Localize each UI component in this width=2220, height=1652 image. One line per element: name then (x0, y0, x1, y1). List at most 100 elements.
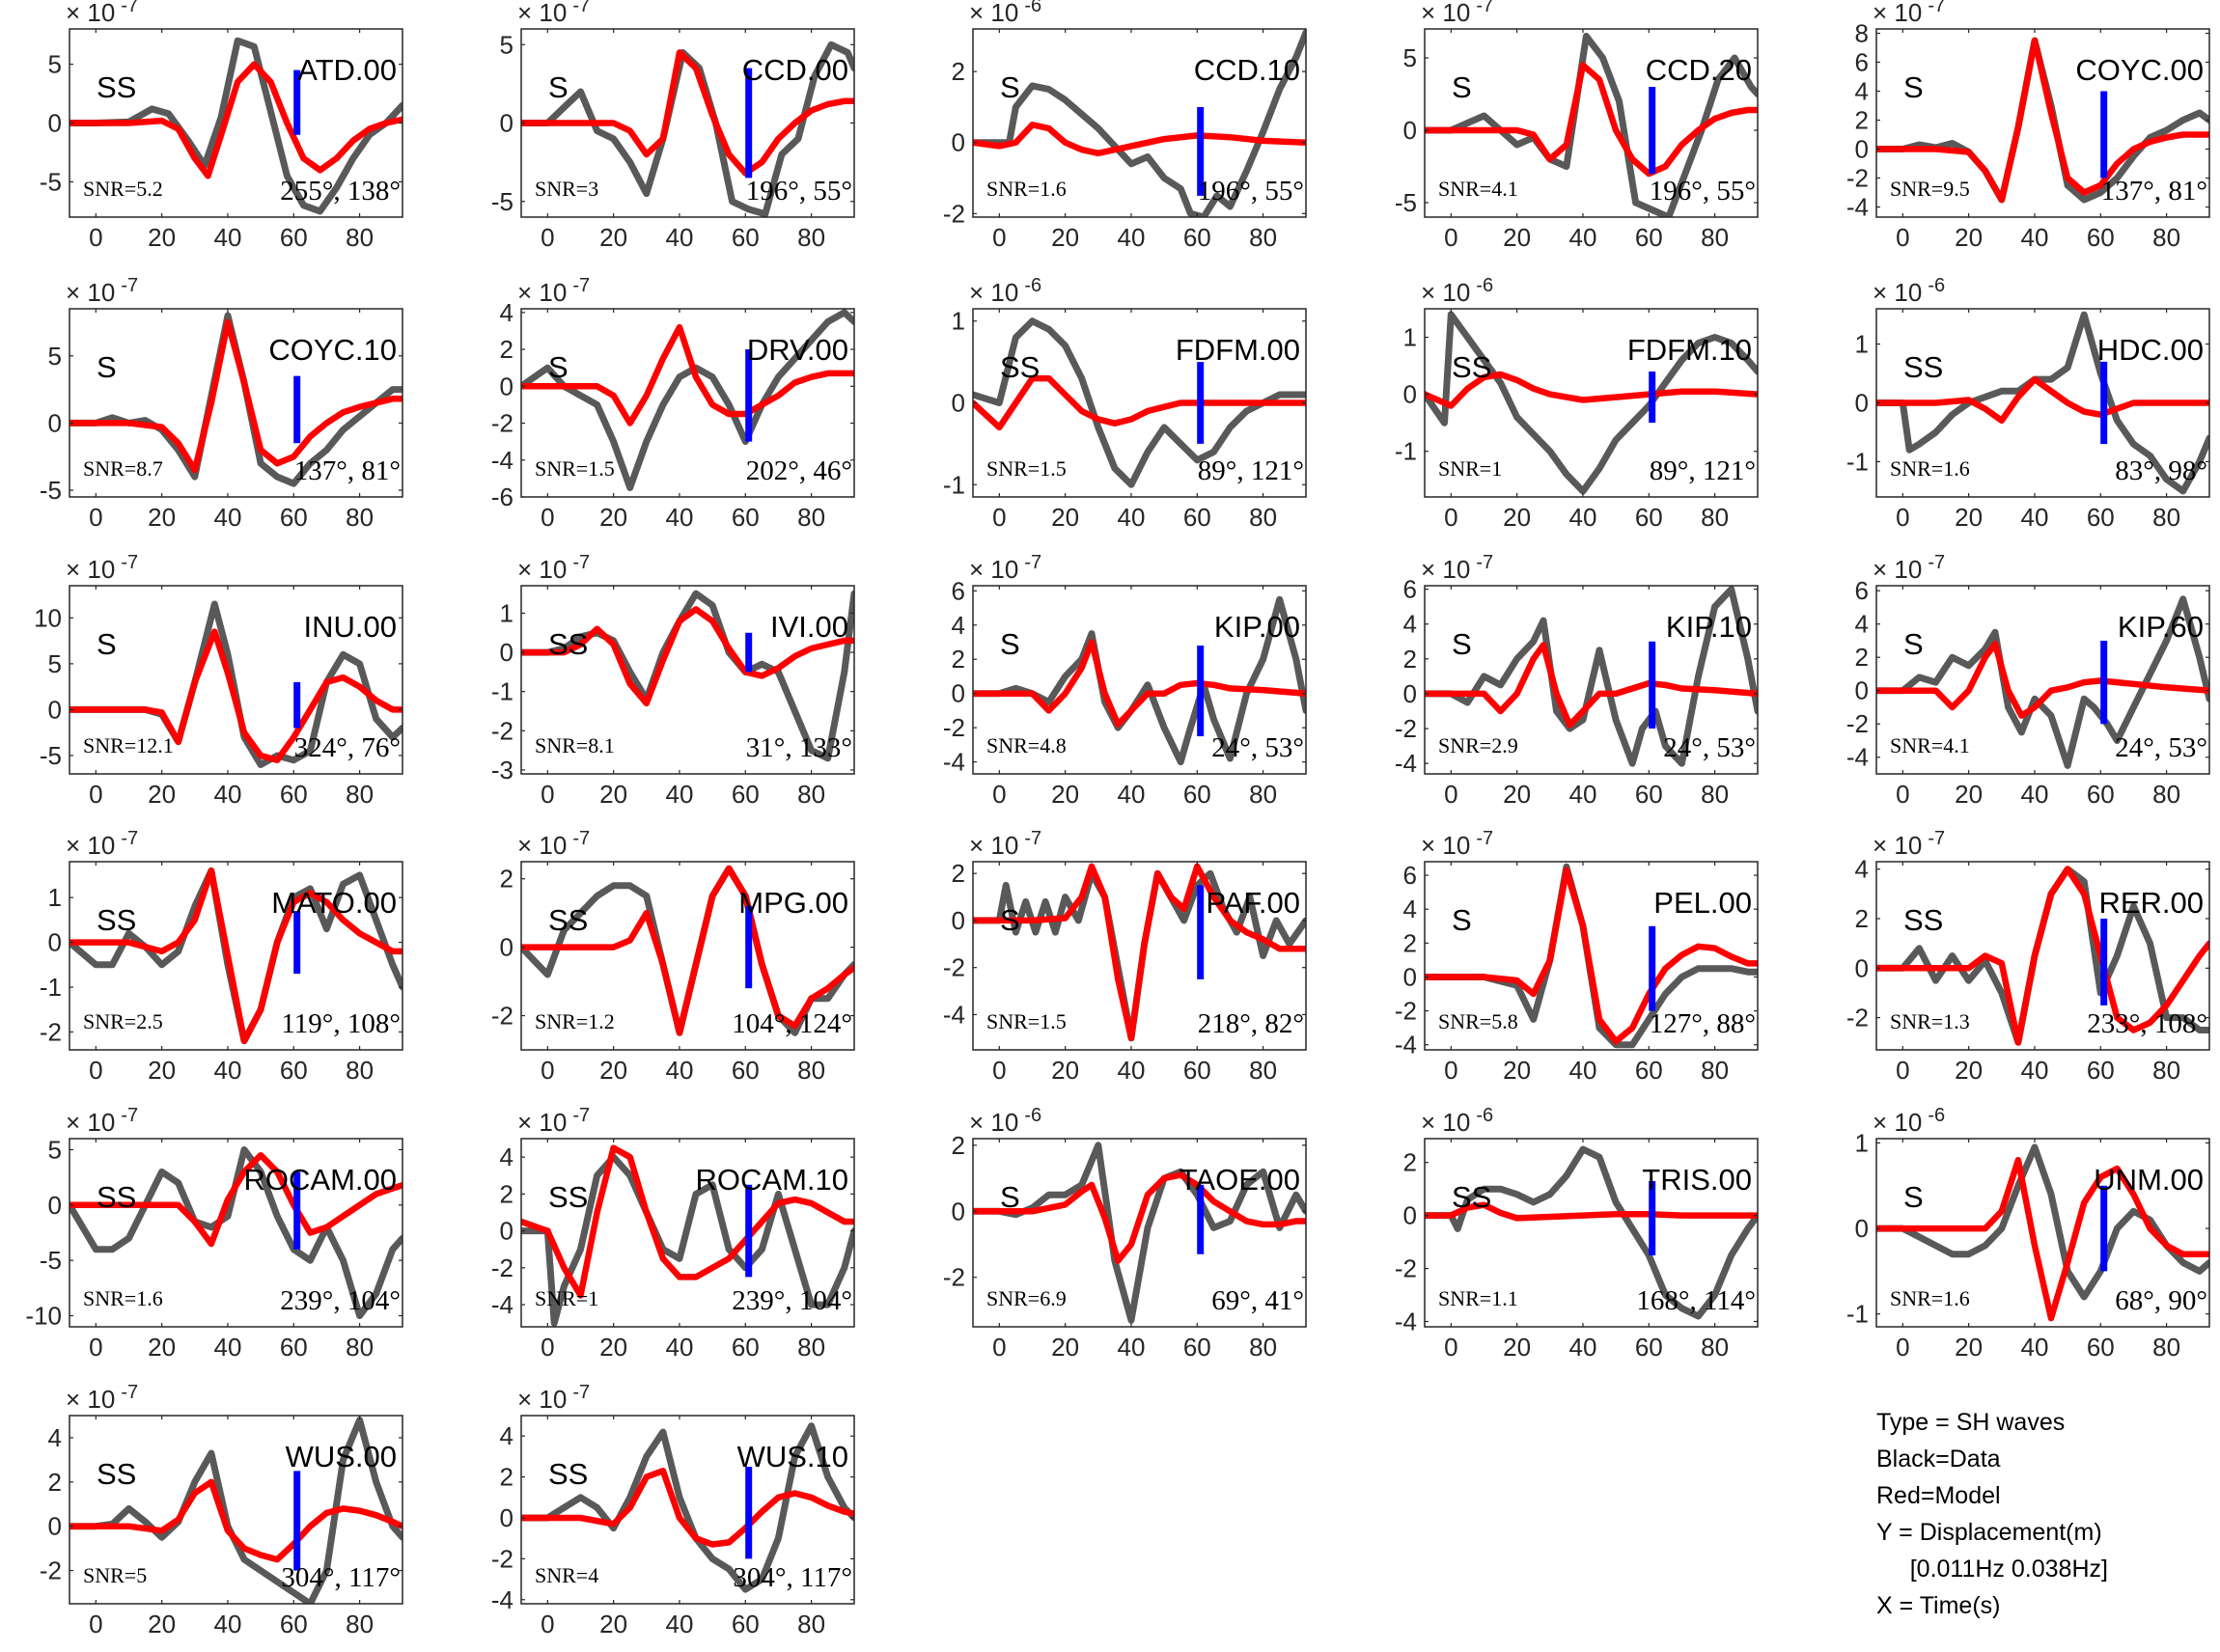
snr-label: SNR=2.9 (1438, 733, 1518, 757)
y-tick-label: -2 (491, 1002, 513, 1031)
y-tick-label: 8 (1855, 19, 1869, 48)
wave-type-label: S (1000, 903, 1020, 937)
snr-label: SNR=8.7 (83, 456, 163, 481)
x-tick-label: 80 (1701, 503, 1729, 532)
x-tick-label: 20 (1503, 223, 1531, 252)
y-tick-label: -4 (491, 1585, 513, 1614)
y-tick-label: -4 (1846, 743, 1869, 772)
x-tick-label: 0 (1896, 1333, 1909, 1362)
azimuth-angle-label: 68°, 90° (2115, 1285, 2207, 1316)
x-tick-label: 20 (1051, 780, 1079, 809)
y-tick-label: 5 (500, 30, 513, 59)
wave-type-label: SS (548, 1457, 588, 1491)
y-tick-label: -2 (943, 1263, 965, 1292)
x-tick-label: 40 (1568, 223, 1596, 252)
model-trace (69, 867, 402, 1044)
y-tick-label: 0 (1403, 380, 1417, 409)
y-tick-label: 0 (1855, 135, 1869, 164)
snr-label: SNR=1.6 (1890, 1286, 1970, 1310)
station-label: CCD.20 (1646, 53, 1752, 87)
x-tick-label: 60 (2087, 1333, 2115, 1362)
x-tick-label: 20 (148, 503, 176, 532)
x-tick-label: 80 (2152, 503, 2180, 532)
x-tick-label: 60 (1183, 1056, 1211, 1085)
y-multiplier: × 10 -6 (969, 0, 1041, 27)
y-tick-label: 6 (1403, 861, 1417, 890)
axes-box (1875, 1138, 2210, 1328)
axes-box (1424, 28, 1759, 218)
x-tick-label: 60 (2087, 223, 2115, 252)
y-tick-label: -2 (1846, 709, 1869, 738)
x-tick-label: 80 (346, 780, 374, 809)
y-tick-label: 1 (500, 598, 513, 627)
y-tick-label: -2 (491, 1544, 513, 1573)
y-tick-label: 1 (1403, 323, 1417, 352)
x-tick-label: 40 (2020, 223, 2048, 252)
azimuth-angle-label: 89°, 121° (1198, 455, 1304, 486)
axes-box (69, 308, 403, 498)
y-tick-label: 2 (500, 1463, 513, 1492)
y-tick-label: -4 (1395, 1031, 1417, 1060)
y-tick-label: 4 (500, 298, 513, 327)
x-tick-label: 0 (1896, 503, 1909, 532)
legend-frequency-band: [0.011Hz 0.038Hz] (1876, 1556, 2108, 1583)
axes-box (972, 1138, 1307, 1328)
y-tick-label: 0 (500, 1503, 513, 1532)
y-tick-label: -4 (1846, 193, 1869, 222)
x-tick-label: 60 (280, 1056, 308, 1085)
azimuth-angle-label: 83°, 98° (2115, 455, 2207, 486)
station-label: CCD.00 (742, 53, 848, 87)
azimuth-angle-label: 239°, 104° (732, 1285, 852, 1316)
model-trace (1425, 1201, 1758, 1222)
x-tick-label: 40 (665, 1056, 693, 1085)
y-tick-label: 5 (48, 342, 62, 371)
y-tick-label: 2 (1403, 1148, 1417, 1177)
model-trace (69, 318, 402, 474)
wave-type-label: SS (97, 1457, 136, 1491)
y-tick-label: -1 (491, 677, 513, 706)
x-tick-label: 60 (2087, 1056, 2115, 1085)
y-tick-label: 2 (952, 645, 965, 674)
snr-label: SNR=1.6 (986, 177, 1067, 201)
model-trace (1425, 371, 1758, 409)
azimuth-angle-label: 255°, 138° (280, 176, 401, 206)
y-tick-label: -5 (1395, 188, 1417, 217)
x-tick-label: 80 (797, 1610, 825, 1638)
y-tick-label: 0 (1855, 676, 1869, 705)
snr-label: SNR=4.8 (986, 733, 1067, 757)
y-tick-label: -2 (1846, 164, 1869, 193)
x-tick-label: 0 (89, 223, 102, 252)
y-multiplier: × 10 -7 (66, 552, 138, 584)
station-label: PEL.00 (1653, 886, 1752, 920)
wave-type-label: SS (97, 1180, 136, 1214)
model-trace (521, 1467, 854, 1548)
x-tick-label: 0 (541, 1610, 554, 1638)
wave-type-label: SS (97, 70, 136, 104)
data-trace (973, 29, 1306, 217)
y-multiplier: × 10 -7 (66, 1105, 138, 1137)
data-trace (1425, 1145, 1758, 1320)
y-tick-label: -2 (1395, 714, 1417, 743)
y-tick-label: -2 (943, 953, 965, 982)
azimuth-angle-label: 239°, 104° (280, 1285, 401, 1316)
azimuth-angle-label: 104°, 124° (732, 1008, 852, 1039)
y-multiplier: × 10 -6 (969, 275, 1041, 307)
x-tick-label: 60 (2087, 503, 2115, 532)
y-tick-label: -2 (943, 713, 965, 742)
wave-type-label: S (1903, 1180, 1924, 1214)
y-tick-label: 4 (1403, 895, 1417, 923)
legend-type: Type = SH waves (1876, 1409, 2066, 1436)
snr-label: SNR=12.1 (83, 733, 174, 757)
data-trace (1425, 586, 1758, 767)
model-trace (69, 1151, 402, 1248)
axes-box (972, 585, 1307, 775)
y-tick-label: 0 (500, 372, 513, 400)
legend-model: Red=Model (1876, 1482, 2001, 1509)
x-tick-label: 20 (1051, 1333, 1079, 1362)
axes-box (1424, 861, 1759, 1051)
axes-box (520, 308, 855, 498)
panel-unm-00: 0 20 40 60 80 1 0 -1 × 10 -6 UNM.00 S SNR=1.6 68°, 90… (1846, 1105, 2210, 1362)
x-tick-label: 80 (1249, 223, 1277, 252)
